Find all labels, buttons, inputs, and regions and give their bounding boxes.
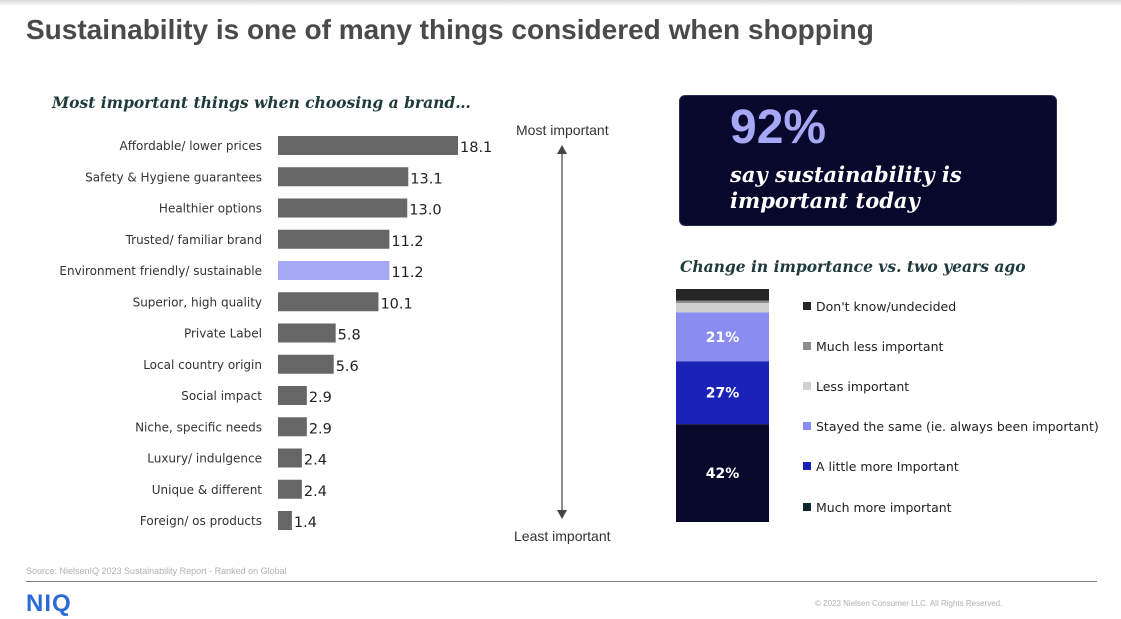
footer-divider bbox=[26, 581, 1097, 582]
legend-item: A little more Important bbox=[803, 456, 959, 476]
value-label: 2.9 bbox=[309, 421, 332, 437]
legend-item: Stayed the same (ie. always been importa… bbox=[803, 416, 1099, 436]
value-label: 18.1 bbox=[460, 140, 492, 156]
bar bbox=[278, 448, 302, 468]
bar bbox=[278, 167, 409, 187]
category-label: Private Label bbox=[184, 327, 262, 341]
category-label: Environment friendly/ sustainable bbox=[59, 264, 262, 278]
segment-label: 27% bbox=[706, 386, 740, 402]
bar-chart-title: Most important things when choosing a br… bbox=[52, 93, 471, 112]
category-label: Superior, high quality bbox=[133, 295, 262, 309]
legend-item: Less important bbox=[803, 376, 909, 396]
category-label: Healthier options bbox=[159, 202, 262, 216]
callout-big-value: 92% bbox=[730, 101, 827, 154]
legend-swatch bbox=[803, 302, 811, 310]
legend-item: Much more important bbox=[803, 497, 952, 517]
legend-label: Don't know/undecided bbox=[816, 298, 957, 314]
legend-swatch bbox=[803, 503, 811, 511]
value-label: 2.9 bbox=[309, 390, 332, 406]
stack-segment bbox=[676, 302, 769, 313]
legend-item: Much less important bbox=[803, 336, 943, 356]
legend-label: Stayed the same (ie. always been importa… bbox=[816, 418, 1099, 434]
bar bbox=[278, 198, 408, 218]
legend-label: Much more important bbox=[816, 499, 952, 515]
value-label: 13.0 bbox=[409, 203, 441, 219]
value-label: 13.1 bbox=[410, 171, 442, 187]
legend-label: Less important bbox=[816, 378, 910, 394]
legend-label: Much less important bbox=[816, 338, 944, 354]
value-label: 1.4 bbox=[294, 515, 317, 531]
category-label: Social impact bbox=[181, 389, 262, 403]
legend-label: A little more Important bbox=[816, 458, 959, 474]
value-label: 2.4 bbox=[304, 453, 327, 469]
legend-swatch bbox=[803, 342, 811, 350]
page-title: Sustainability is one of many things con… bbox=[26, 14, 874, 45]
stack-segment bbox=[676, 361, 769, 425]
bar-chart: Affordable/ lower prices 18.1 Safety & Hyg… bbox=[59, 136, 567, 531]
bar bbox=[278, 417, 307, 437]
category-label: Niche, specific needs bbox=[135, 420, 262, 434]
bar bbox=[278, 229, 390, 249]
value-label: 11.2 bbox=[391, 234, 423, 250]
copyright-note: © 2023 Nielsen Consumer LLC. All Rights … bbox=[815, 599, 1003, 608]
legend-item: Don't know/undecided bbox=[803, 296, 956, 316]
stacked-bar-chart: 42% 27% 21% bbox=[676, 289, 769, 522]
category-label: Unique & different bbox=[152, 483, 263, 497]
value-label: 5.6 bbox=[336, 359, 359, 375]
category-label: Luxury/ indulgence bbox=[147, 452, 262, 466]
bar bbox=[278, 261, 390, 280]
category-label: Safety & Hygiene guarantees bbox=[85, 170, 262, 184]
segment-label: 42% bbox=[706, 466, 740, 482]
niq-logo: NIQ bbox=[26, 590, 72, 617]
bar bbox=[278, 292, 379, 312]
stack-chart-title: Change in importance vs. two years ago bbox=[680, 257, 1026, 276]
stack-segment bbox=[676, 312, 769, 362]
category-label: Foreign/ os products bbox=[140, 514, 262, 528]
stack-segment bbox=[676, 300, 769, 303]
axis-bottom-label: Least important bbox=[514, 528, 611, 544]
arrow-down-icon bbox=[557, 510, 567, 519]
arrow-up-icon bbox=[557, 145, 567, 154]
bar bbox=[278, 386, 307, 405]
legend-swatch bbox=[803, 462, 811, 470]
value-label: 11.2 bbox=[391, 265, 423, 281]
bar bbox=[278, 511, 292, 530]
bar bbox=[278, 479, 302, 499]
callout-text: say sustainability is important today bbox=[730, 162, 962, 213]
value-label: 2.4 bbox=[304, 484, 327, 500]
stack-segment bbox=[676, 424, 769, 522]
legend-swatch bbox=[803, 422, 811, 430]
legend-swatch bbox=[803, 382, 811, 390]
axis-top-label: Most important bbox=[516, 122, 609, 138]
top-rule bbox=[0, 0, 1121, 6]
bar bbox=[278, 136, 458, 155]
bar bbox=[278, 354, 334, 374]
bar bbox=[278, 323, 336, 343]
stack-segment bbox=[676, 289, 769, 301]
category-label: Local country origin bbox=[143, 358, 262, 372]
value-label: 5.8 bbox=[338, 328, 361, 344]
segment-label: 21% bbox=[706, 330, 740, 346]
category-label: Trusted/ familiar brand bbox=[125, 233, 262, 247]
value-label: 10.1 bbox=[380, 296, 412, 312]
category-label: Affordable/ lower prices bbox=[120, 139, 262, 153]
callout-box: 92% say sustainability is important toda… bbox=[679, 95, 1057, 226]
source-note: Source: NielsenIQ 2023 Sustainability Re… bbox=[26, 566, 287, 576]
